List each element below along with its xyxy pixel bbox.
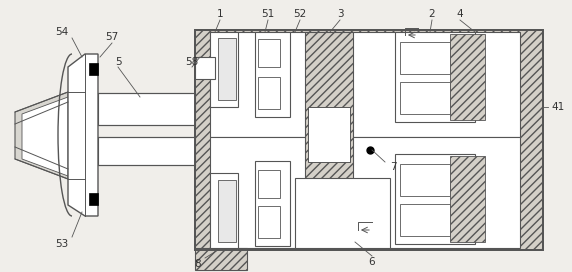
Polygon shape xyxy=(15,92,68,179)
Text: 52: 52 xyxy=(293,9,307,19)
Bar xyxy=(210,32,238,107)
Text: 1: 1 xyxy=(217,9,223,19)
Bar xyxy=(400,82,450,114)
Bar xyxy=(400,164,450,196)
Bar xyxy=(218,38,236,100)
Bar xyxy=(195,30,543,250)
Bar xyxy=(308,107,350,162)
Bar xyxy=(305,32,353,248)
Bar xyxy=(195,30,543,250)
Bar xyxy=(255,161,290,246)
Bar xyxy=(450,34,485,120)
Bar xyxy=(89,193,98,205)
Bar xyxy=(258,170,280,198)
Text: 5: 5 xyxy=(115,57,121,67)
Bar xyxy=(210,32,520,137)
Text: 4: 4 xyxy=(456,9,463,19)
Text: 58: 58 xyxy=(185,57,198,67)
Text: 6: 6 xyxy=(369,257,375,267)
Bar xyxy=(295,178,390,248)
Bar xyxy=(255,32,290,117)
Polygon shape xyxy=(68,54,98,216)
Bar xyxy=(400,42,450,74)
Text: 57: 57 xyxy=(105,32,118,42)
Text: 8: 8 xyxy=(194,259,201,269)
Bar xyxy=(258,39,280,67)
Bar xyxy=(210,137,520,248)
Bar xyxy=(98,137,195,165)
Bar xyxy=(89,63,98,75)
Text: 2: 2 xyxy=(428,9,435,19)
Bar xyxy=(258,77,280,109)
Text: 3: 3 xyxy=(337,9,343,19)
Bar xyxy=(450,156,485,242)
Bar xyxy=(98,93,195,125)
Bar xyxy=(400,204,450,236)
Text: 54: 54 xyxy=(55,27,69,37)
Bar xyxy=(218,180,236,242)
Bar xyxy=(210,173,238,248)
Bar xyxy=(195,30,543,250)
Bar xyxy=(395,154,475,244)
Bar xyxy=(195,57,215,79)
Text: 7: 7 xyxy=(390,162,396,172)
Text: 51: 51 xyxy=(261,9,275,19)
Bar xyxy=(195,248,247,270)
Polygon shape xyxy=(22,97,68,176)
Bar xyxy=(258,206,280,238)
Bar xyxy=(395,32,475,122)
Text: 53: 53 xyxy=(55,239,69,249)
Text: 41: 41 xyxy=(551,102,565,112)
